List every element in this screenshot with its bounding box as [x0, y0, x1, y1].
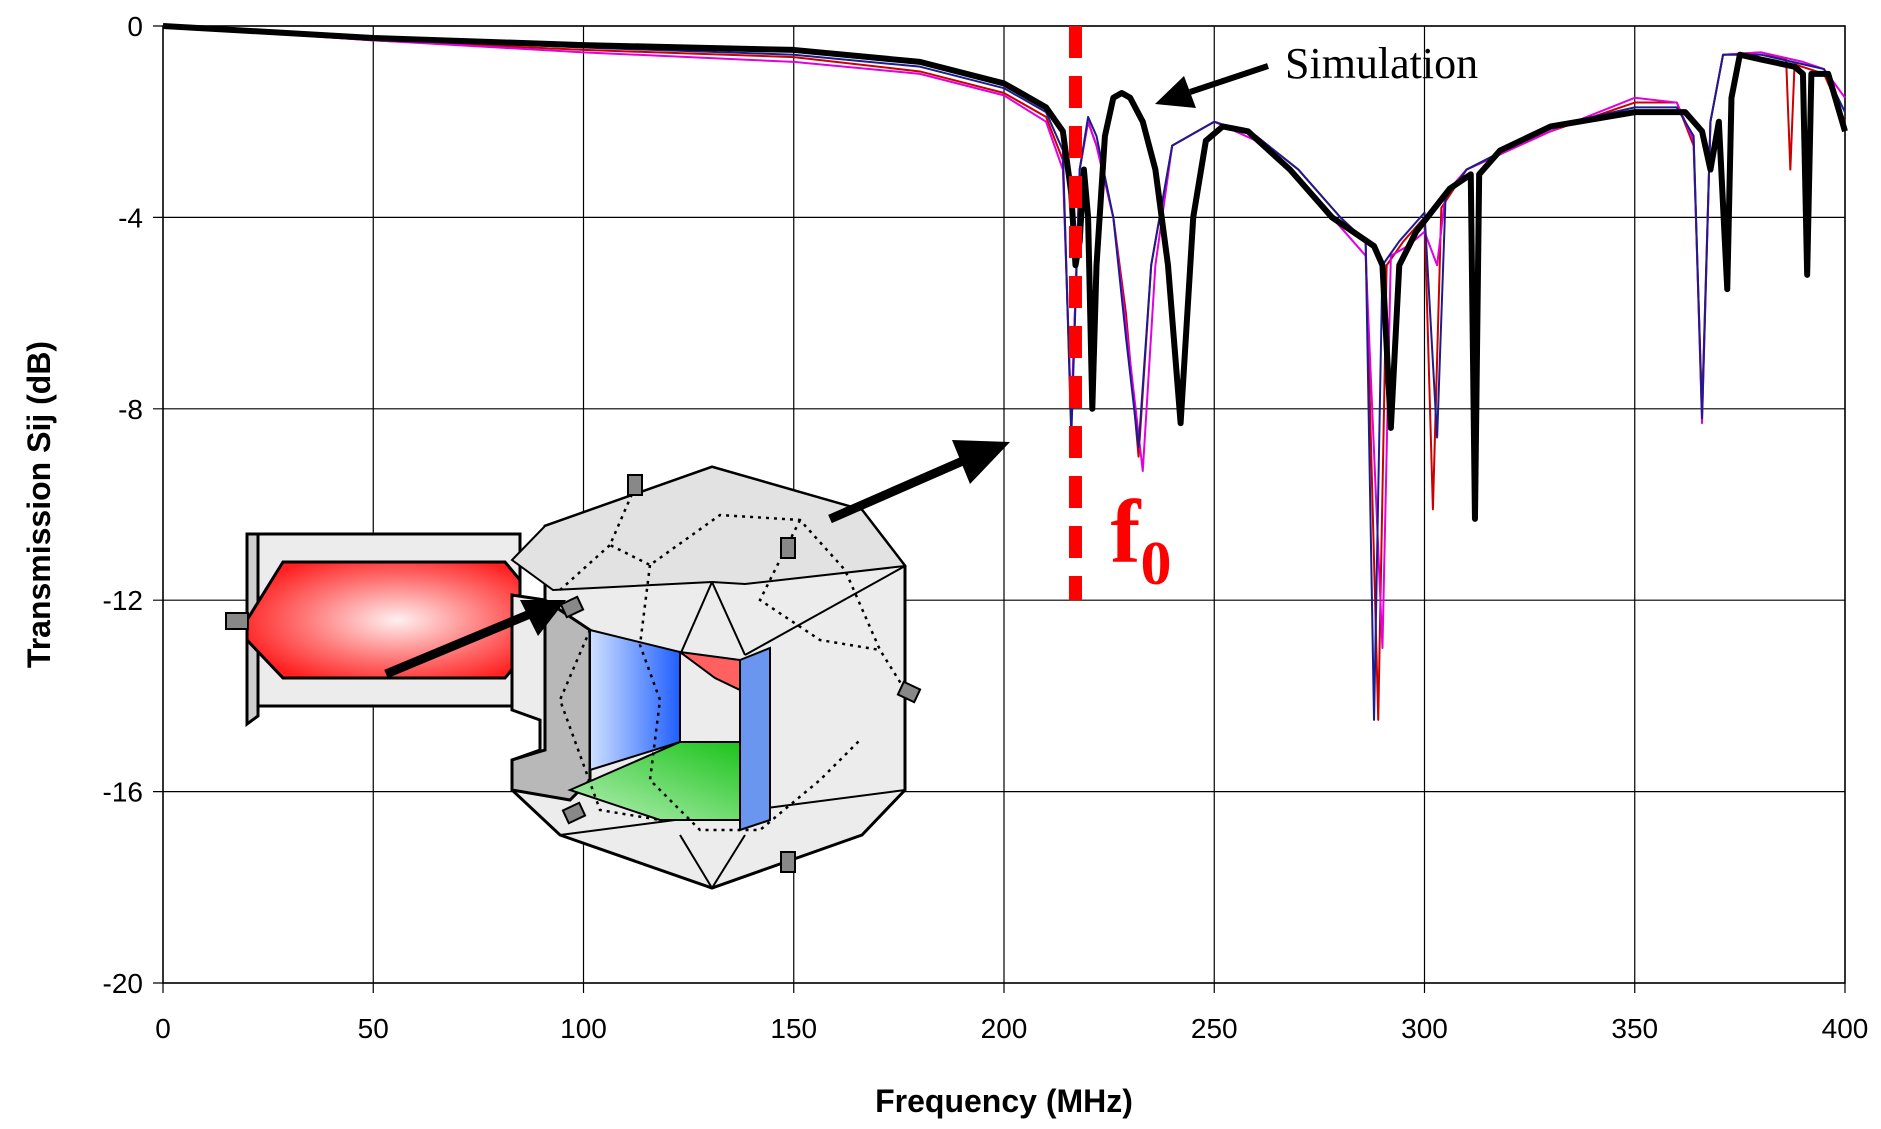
x-tick-label: 350 [1611, 1013, 1658, 1044]
series-line-measurement [162, 25, 1846, 721]
y-tick-label: -16 [103, 777, 143, 808]
x-tick-label: 0 [155, 1013, 171, 1044]
x-tick-label: 200 [981, 1013, 1028, 1044]
port-connector-right [896, 680, 922, 704]
f0-subscript: 0 [1140, 530, 1171, 598]
y-tick-label: 0 [127, 11, 143, 42]
y-tick-label: -8 [118, 394, 143, 425]
y-tick-label: -20 [103, 968, 143, 999]
dotted-contours [558, 486, 907, 832]
f0-letter: f [1110, 483, 1141, 582]
series-line-simulation [162, 23, 1848, 522]
x-tick-labels: 0 50 100 150 200 250 300 350 400 [155, 1013, 1868, 1044]
inlet-arrow [384, 600, 566, 679]
plot-frame [162, 25, 1846, 984]
x-axis-title: Frequency (MHz) [875, 1083, 1133, 1119]
port-connector-top [627, 474, 643, 496]
port-connector-left [559, 595, 585, 619]
outlet-arrow [828, 440, 1010, 524]
port-connector-bottom-left [561, 801, 587, 825]
simulation-arrow [1155, 63, 1269, 108]
f0-label: f0 [1110, 483, 1171, 598]
y-tick-labels: 0 -4 -8 -12 -16 -20 [103, 11, 143, 999]
x-tick-label: 100 [560, 1013, 607, 1044]
x-tick-label: 50 [358, 1013, 389, 1044]
grid-lines [153, 25, 1846, 993]
y-axis-title: Transmission Sij (dB) [21, 341, 57, 668]
left-port-connector [225, 612, 249, 630]
y-tick-label: -12 [103, 585, 143, 616]
port-connector-upper-right [780, 537, 796, 559]
series-layer [162, 23, 1848, 721]
port-connector-bottom [780, 851, 796, 873]
red-cavity-shape [245, 560, 522, 680]
blue-panel-right [739, 646, 771, 832]
x-tick-label: 300 [1401, 1013, 1448, 1044]
x-tick-label: 150 [770, 1013, 817, 1044]
x-tick-label: 250 [1191, 1013, 1238, 1044]
cavity-illustration [225, 440, 1010, 890]
red-panel [676, 650, 741, 692]
simulation-label: Simulation [1285, 39, 1478, 88]
y-tick-label: -4 [118, 202, 143, 233]
cavity-top [510, 465, 907, 592]
x-tick-label: 400 [1822, 1013, 1869, 1044]
